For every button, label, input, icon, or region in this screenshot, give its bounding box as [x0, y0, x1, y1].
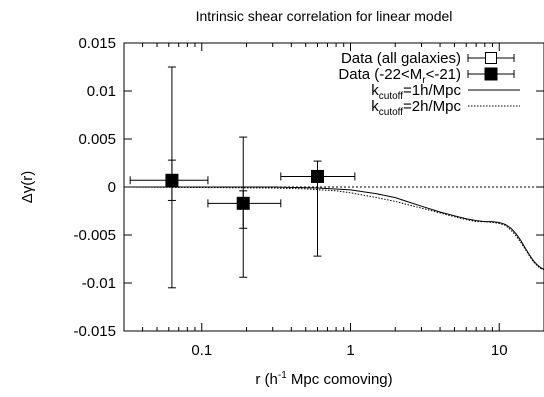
legend-label-main: k [371, 98, 379, 115]
x-tick-label: 10 [491, 342, 508, 359]
y-tick-label: 0.005 [78, 131, 116, 148]
legend-label-main: Data (-22<M [338, 66, 422, 83]
x-axis-title-main: r (h [255, 371, 278, 388]
legend: Data (all galaxies)Data (-22<Mr<-21)kcut… [338, 50, 520, 118]
axis-ticks: 0.015 0.01 0.005 0 -0.005 -0.01 -0.015 0.1 1 10 [73, 35, 544, 359]
y-tick-label: -0.005 [73, 227, 116, 244]
series-line-kcutoff-2 [123, 186, 544, 271]
legend-label-sub: cutoff [379, 91, 403, 102]
y-tick-label: 0 [108, 179, 116, 196]
y-axis-title: Δγ(r) [19, 171, 36, 204]
legend-label: Data (-22<Mr<-21) [338, 66, 461, 86]
legend-label: kcutoff=1h/Mpc [371, 82, 461, 102]
legend-label-sub: r [422, 75, 426, 86]
y-tick-label: 0.015 [78, 35, 116, 52]
legend-marker-filled-square [484, 67, 498, 81]
legend-label-sub: cutoff [379, 107, 403, 118]
y-tick-label: -0.015 [73, 323, 116, 340]
data-points [129, 66, 356, 289]
y-tick-label: 0.01 [87, 83, 116, 100]
data-point-filled-square [236, 196, 250, 210]
x-axis-title-tail: Mpc comoving) [287, 371, 393, 388]
series-lines [123, 186, 544, 271]
legend-label: Data (all galaxies) [341, 50, 461, 67]
legend-label-tail: =1h/Mpc [403, 82, 461, 99]
x-tick-label: 0.1 [191, 342, 212, 359]
legend-label-tail: <-21) [426, 66, 461, 83]
data-point-filled-square [311, 169, 325, 183]
series-line-kcutoff-1 [124, 186, 544, 271]
data-point-filled-square [165, 173, 179, 187]
chart-title: Intrinsic shear correlation for linear m… [196, 8, 453, 24]
x-axis-title-sup: -1 [278, 370, 287, 381]
legend-marker-open-square [485, 52, 497, 64]
legend-label-main: Data (all galaxies) [341, 50, 461, 67]
legend-label: kcutoff=2h/Mpc [371, 98, 461, 118]
legend-label-main: k [371, 82, 379, 99]
legend-label-tail: =2h/Mpc [403, 98, 461, 115]
x-axis-title: r (h-1 Mpc comoving) [255, 370, 392, 388]
x-tick-label: 1 [346, 342, 354, 359]
y-tick-label: -0.01 [82, 275, 116, 292]
